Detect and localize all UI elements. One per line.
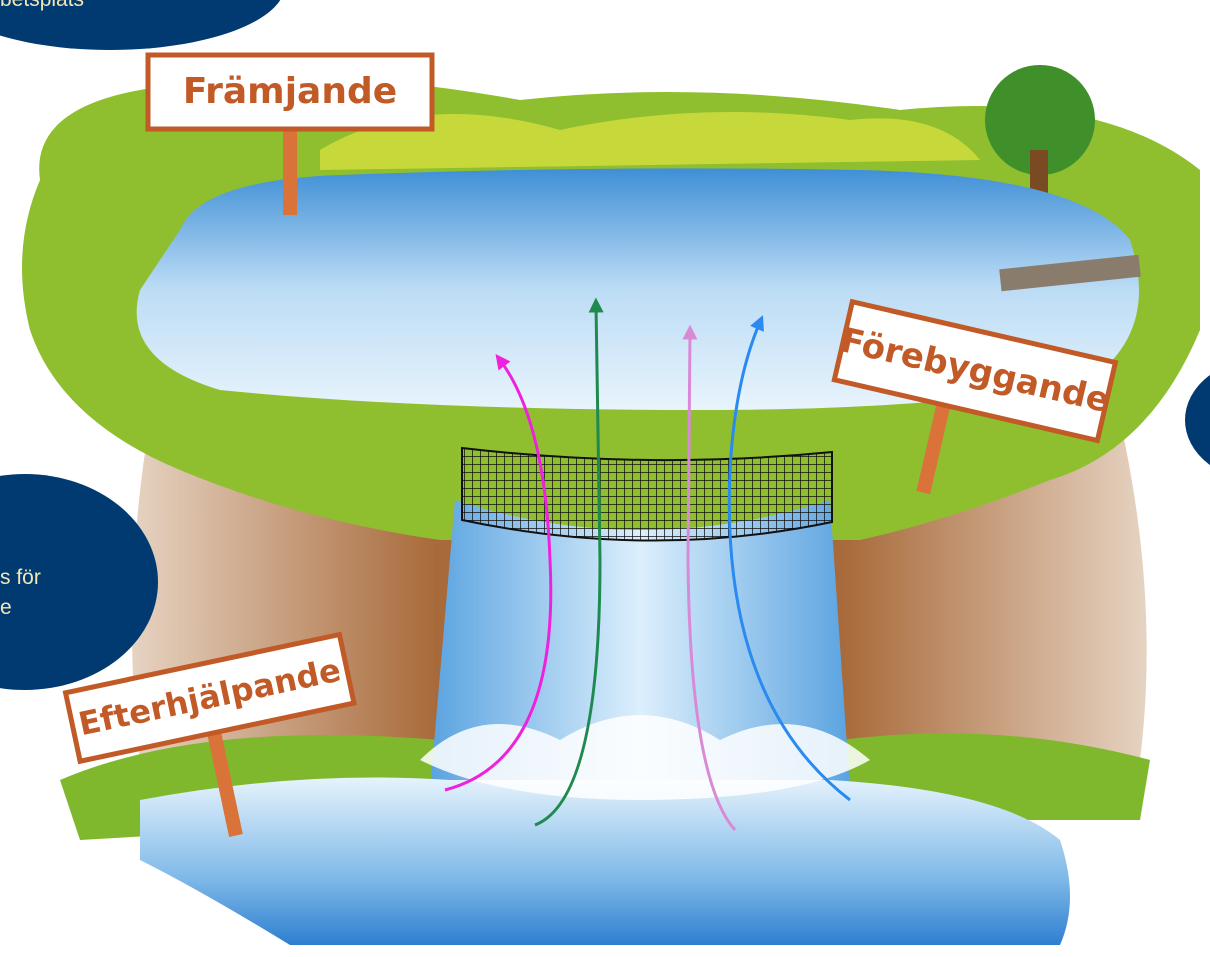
slide: Främjande Förebyggande Efterhjälpande be… — [0, 0, 1210, 957]
sign-label: Främjande — [183, 71, 397, 112]
safety-net — [462, 448, 832, 541]
bottom-pool — [140, 778, 1070, 946]
bubble-top: betsplats — [0, 0, 285, 50]
bubble-right — [1185, 358, 1210, 482]
bubble-text: s för — [0, 566, 41, 589]
illustration — [22, 65, 1200, 945]
bubble-text: betsplats — [0, 0, 84, 11]
bubble-text: e — [0, 596, 12, 619]
